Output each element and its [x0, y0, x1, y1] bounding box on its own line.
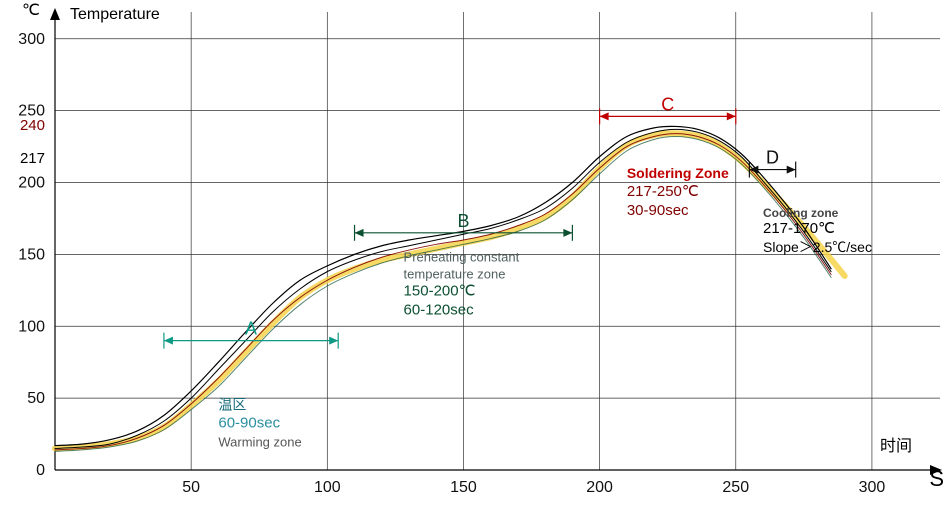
zone-letter: C	[661, 94, 674, 114]
reflow-profile-chart: 0501001502002503002172405010015020025030…	[0, 0, 950, 506]
zone-arrow-icon	[164, 337, 173, 345]
x-tick-label: 50	[182, 479, 200, 496]
x-axis-label-cn: 时间	[880, 432, 912, 456]
zone-annotation: Slope＞2.5℃/sec	[763, 239, 872, 255]
zone-annotation: temperature zone	[404, 267, 506, 282]
zone-annotation: Cooling zone	[763, 206, 839, 220]
y-tick-label: 0	[36, 462, 45, 479]
x-tick-label: 250	[722, 479, 749, 496]
zone-arrow-icon	[355, 229, 364, 237]
zone-annotation: 217-170℃	[763, 220, 835, 237]
y-tick-label: 200	[18, 175, 45, 192]
zone-annotation: Preheating constant	[404, 250, 520, 265]
zone-annotation: 60-90sec	[218, 415, 280, 432]
y-axis-unit: ℃	[22, 0, 40, 20]
zone-letter: B	[457, 211, 469, 231]
x-tick-label: 200	[586, 479, 613, 496]
zone-letter: A	[245, 319, 257, 339]
zone-arrow-icon	[727, 112, 736, 120]
zone-annotation: Warming zone	[218, 435, 301, 450]
y-tick-label: 100	[18, 318, 45, 335]
x-tick-label: 150	[450, 479, 477, 496]
y-axis-label: Temperature	[70, 6, 160, 24]
zone-arrow-icon	[600, 112, 609, 120]
y-tick-label: 150	[18, 246, 45, 263]
zone-annotation: 150-200℃	[404, 283, 476, 300]
x-tick-label: 100	[314, 479, 341, 496]
zone-arrow-icon	[329, 337, 338, 345]
zone-arrow-icon	[787, 166, 796, 174]
y-extra-tick-label: 217	[20, 150, 45, 167]
y-axis-arrow-icon	[50, 8, 60, 20]
x-axis-unit: S	[929, 466, 944, 492]
zone-letter: D	[766, 148, 779, 168]
zone-annotation: 217-250℃	[627, 183, 699, 200]
y-extra-tick-label: 240	[20, 117, 45, 134]
chart-svg: 0501001502002503002172405010015020025030…	[0, 0, 950, 506]
zone-annotation: Soldering Zone	[627, 165, 729, 181]
zone-annotation: 温区	[218, 397, 246, 413]
y-tick-label: 300	[18, 31, 45, 48]
x-tick-label: 300	[859, 479, 886, 496]
zone-arrow-icon	[563, 229, 572, 237]
zone-annotation: 30-90sec	[627, 202, 689, 219]
y-tick-label: 50	[27, 390, 45, 407]
zone-annotation: 60-120sec	[404, 302, 475, 319]
